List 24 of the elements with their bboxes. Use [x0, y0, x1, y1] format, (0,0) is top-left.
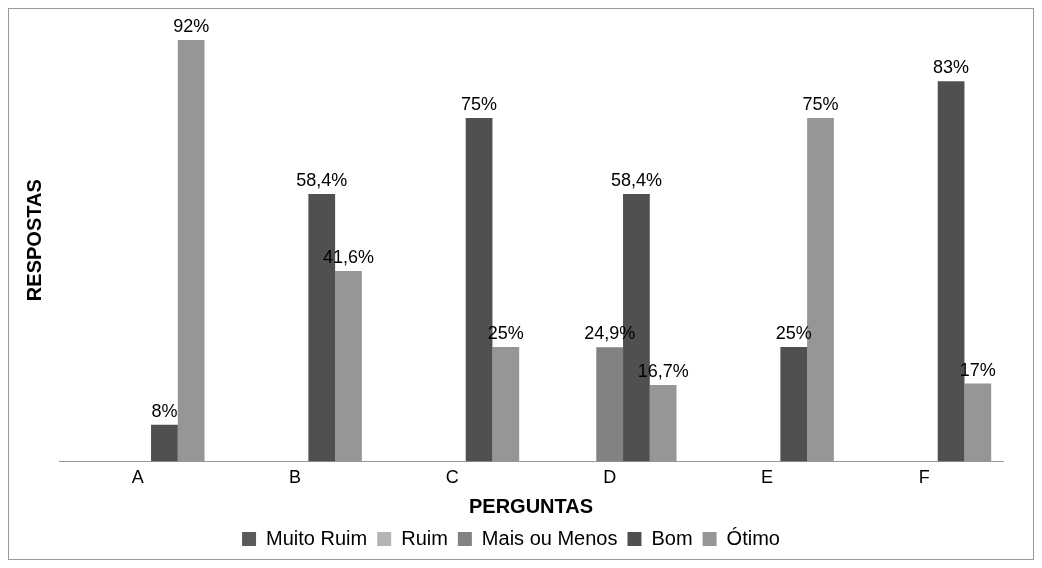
legend-label: Bom [651, 526, 693, 549]
bar [151, 424, 178, 462]
data-label: 58,4% [610, 169, 662, 190]
x-axis-title: PERGUNTAS [468, 494, 594, 517]
x-tick-label: E [760, 467, 774, 488]
legend-label: Ótimo [726, 526, 780, 549]
legend-label: Muito Ruim [266, 526, 368, 549]
data-label: 75% [461, 93, 498, 114]
data-label: 25% [775, 322, 812, 343]
x-tick-label: B [288, 467, 302, 488]
data-label: 83% [933, 57, 970, 78]
x-tick-label: D [603, 467, 617, 488]
legend-label: Ruim [401, 526, 448, 549]
bar [780, 346, 808, 462]
x-tick-label: C [445, 467, 459, 488]
data-label: 58,4% [296, 169, 348, 190]
x-tick-label: F [918, 467, 930, 488]
y-axis-title: RESPOSTAS [22, 179, 45, 302]
x-tick-label: A [131, 467, 144, 488]
legend-label: Mais ou Menos [481, 526, 618, 549]
bar [596, 347, 624, 462]
data-label: 8% [151, 400, 178, 421]
data-label: 92% [173, 16, 210, 37]
data-label: 75% [802, 93, 839, 114]
